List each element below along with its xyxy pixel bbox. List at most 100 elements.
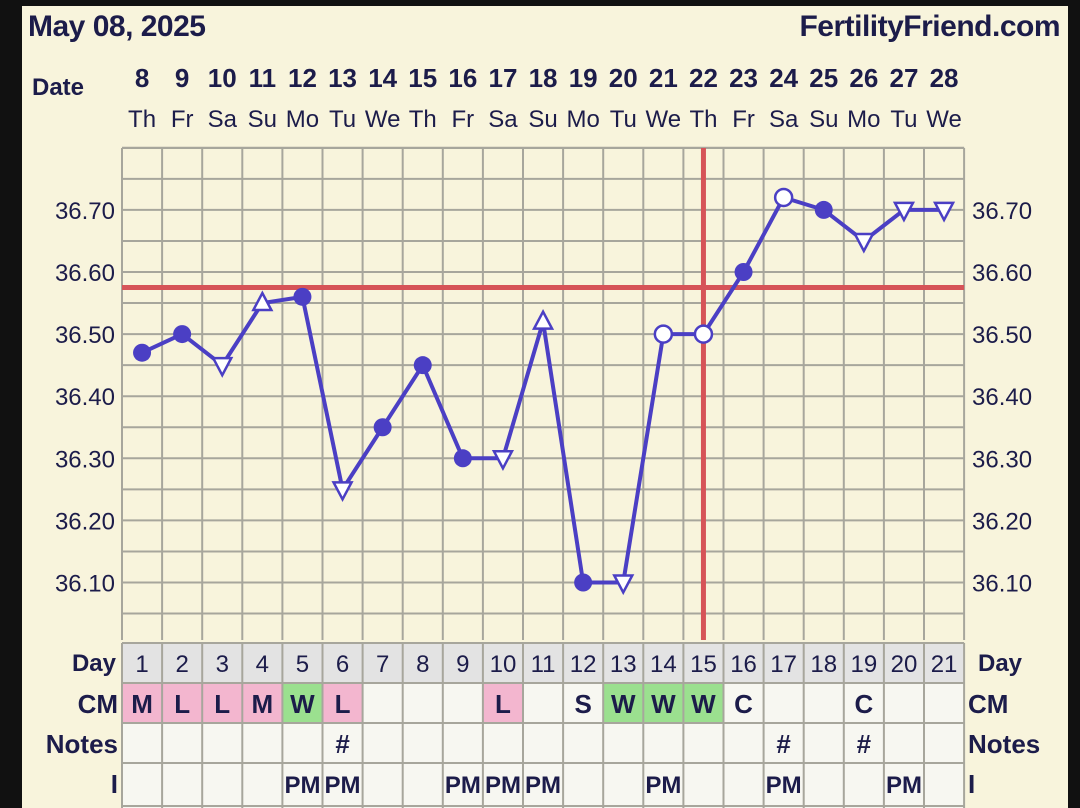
temperature-point [574,573,593,592]
temperature-point [293,287,312,306]
cm-cell-bg [924,683,965,723]
notes-row-label: Notes [46,729,118,759]
weekday-label: Fr [452,106,475,133]
y-tick-label-left: 36.50 [55,322,115,349]
temperature-point-open [773,187,794,208]
date-label: 20 [609,63,638,93]
y-tick-label-left: 36.40 [55,384,115,411]
date-label: 28 [930,63,959,93]
cm-cell-bg [322,683,363,723]
cm-cell-bg [763,683,804,723]
date-label: 19 [569,63,598,93]
y-tick-label-left: 36.60 [55,260,115,287]
cycle-day-number: 6 [336,651,349,678]
cm-cell-bg [122,683,163,723]
weekday-label: Fr [171,106,194,133]
cycle-day-number: 7 [376,651,389,678]
temperature-line [141,195,945,585]
cm-value: M [131,689,153,719]
date-label: 24 [769,63,798,93]
i-value: PM [445,772,481,799]
y-tick-label-right: 36.60 [972,260,1032,287]
date-label: 22 [689,63,718,93]
weekday-label: Fr [732,106,755,133]
date-label: 15 [408,63,437,93]
date-label: 14 [368,63,397,93]
cm-cell-bg [402,683,443,723]
cycle-day-number: 5 [296,651,309,678]
date-label: 27 [889,63,918,93]
y-tick-label-left: 36.70 [55,198,115,225]
notes-rows-bg [122,723,965,808]
weekday-label: We [646,106,682,133]
cycle-day-number: 19 [850,651,877,678]
cycle-day-number: 14 [650,651,677,678]
cm-cell-bg [643,683,684,723]
i-row-label-right: I [968,769,975,799]
temperature-point-triangle [491,450,515,471]
weekday-label: Tu [329,106,356,133]
top-frame-border [0,0,1080,6]
y-tick-label-right: 36.10 [972,571,1032,598]
weekday-label: We [365,106,401,133]
y-tick-label-right: 36.30 [972,446,1032,473]
date-label: 11 [249,63,277,93]
notes-value: # [857,729,872,759]
cm-row-label-right: CM [968,689,1008,719]
cycle-day-number: 18 [810,651,837,678]
weekday-label: Su [528,106,557,133]
cm-value: S [574,689,591,719]
temperature-point-triangle [251,290,274,312]
y-tick-label-left: 36.10 [55,571,115,598]
cycle-day-number: 12 [570,651,597,678]
weekday-label: Tu [890,106,917,133]
y-tick-label-right: 36.50 [972,322,1032,349]
weekday-label: Th [128,106,156,133]
day-cell-bg [563,643,604,683]
chart-date-title: May 08, 2025 [28,10,206,43]
day-cell-bg [683,643,724,683]
cm-value: W [651,689,676,719]
temperature-point [173,325,192,344]
day-cell-bg [883,643,924,683]
temperature-point [373,418,392,437]
weekday-label: Sa [208,106,238,133]
weekday-label: Sa [769,106,799,133]
left-frame-border [0,0,22,808]
day-cell-bg [202,643,243,683]
day-cell-bg [122,643,163,683]
cm-cell-bg [563,683,604,723]
date-label: 8 [135,63,149,93]
i-value: PM [766,772,802,799]
weekday-label: Sa [488,106,518,133]
day-cell-bg [242,643,283,683]
temperature-point-triangle [612,574,635,596]
right-frame-border [1068,0,1080,808]
cm-cell-bg [883,683,924,723]
temperature-point-triangle [211,356,234,378]
day-cell-bg [162,643,203,683]
temperature-point-triangle [852,232,875,254]
date-label: 17 [488,63,517,93]
cm-cell-bg [523,683,564,723]
cm-cell-bg [803,683,844,723]
cycle-day-number: 20 [891,651,918,678]
day-cell-bg [282,643,323,683]
weekday-label: Mo [847,106,880,133]
day-cell-bg [763,643,804,683]
day-cell-bg [803,643,844,683]
cm-cell-bg [723,683,764,723]
weekday-label: Th [409,106,437,133]
day-row-label: Day [72,650,117,677]
cm-row-label: CM [78,689,118,719]
cm-value: W [691,689,716,719]
day-cell-bg [603,643,644,683]
day-cell-bg [523,643,564,683]
cm-cell-bg [683,683,724,723]
cycle-day-number: 4 [256,651,269,678]
cm-cell-bg [162,683,203,723]
temperature-point-triangle [892,201,916,223]
date-label: 25 [809,63,838,93]
cm-value: L [214,689,230,719]
cm-cell-bg [202,683,243,723]
